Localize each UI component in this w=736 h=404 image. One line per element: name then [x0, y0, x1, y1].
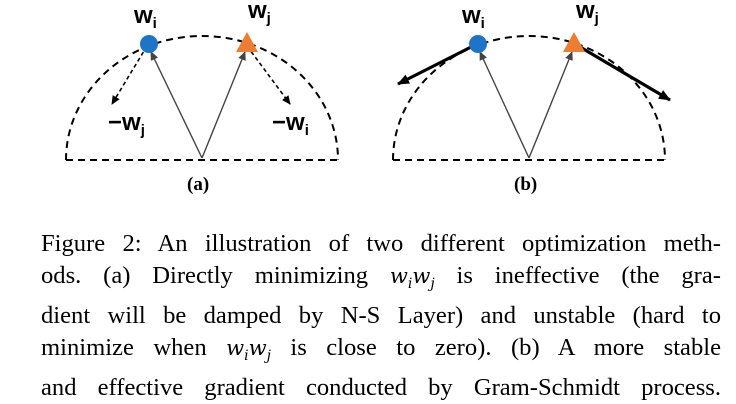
caption-line-1: Figure 2: An illustration of two differe… — [41, 230, 721, 257]
panel-b-gradient-wj — [574, 42, 671, 102]
panel-a-arc — [65, 35, 339, 161]
panel-a-arrow-neg-wi — [246, 45, 291, 105]
figure-diagram: wi wj −wj −wi (a) wi wj (b) — [65, 0, 671, 195]
caption-line-5: and effective gradient conducted by Gram… — [41, 374, 721, 402]
caption-figure-label: Figure 2: — [41, 230, 142, 257]
panel-a-arrow-wj — [201, 51, 246, 159]
panel-a-wj-point — [236, 32, 258, 52]
figure-caption: Figure 2: An illustration of two differe… — [41, 228, 721, 404]
panel-b-gradient-wi — [397, 42, 478, 86]
panel-b-arrow-wj — [528, 51, 573, 159]
caption-math-wiwj: wiwj — [389, 263, 435, 292]
panel-a-arrow-wi — [150, 51, 203, 159]
panel-b: wi wj (b) — [392, 0, 671, 195]
panel-b-arc — [392, 35, 666, 161]
panel-b-arrow-wi — [479, 51, 530, 159]
caption-math-wiwj-2: wiwj — [226, 335, 271, 364]
panel-a-label-wi: wi — [133, 2, 157, 32]
panel-b-caption-label: (b) — [514, 174, 537, 195]
caption-line-3: dient will be damped by N-S Layer) and u… — [41, 302, 721, 330]
panel-a-label-wj: wj — [247, 0, 271, 27]
panel-b-wj-point — [563, 32, 585, 52]
panel-a-wi-point — [140, 35, 158, 53]
panel-b-label-wj: wj — [575, 0, 599, 27]
panel-a-label-neg-wj: −wj — [108, 109, 145, 139]
caption-line-2: ods. (a) Directly minimizing wiwj is ine… — [41, 261, 721, 292]
panel-b-label-wi: wi — [461, 2, 485, 32]
panel-a-caption-label: (a) — [187, 174, 209, 195]
panel-b-wi-point — [469, 35, 487, 53]
panel-a: wi wj −wj −wi (a) — [65, 0, 339, 195]
panel-a-label-neg-wi: −wi — [272, 109, 309, 139]
panel-a-arrow-neg-wj — [111, 45, 148, 105]
caption-line-4: minimize when wiwj is close to zero). (b… — [41, 333, 721, 364]
